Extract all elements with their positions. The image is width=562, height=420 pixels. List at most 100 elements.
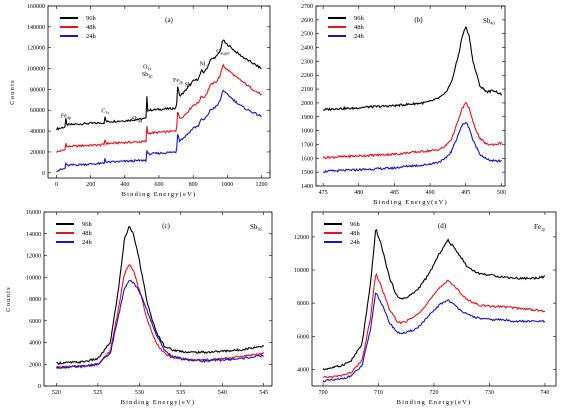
x-tick-label: 540 [218,390,227,396]
y-tick-label: 2200 [301,73,313,79]
legend-label-24h: 24h [354,33,365,40]
panel-label: (d) [438,222,447,230]
y-tick-label: 2500 [301,32,313,38]
y-tick-label: 100000 [27,67,45,73]
x-tick-label: 535 [176,390,185,396]
plot-frame [315,5,506,187]
y-tick-label: 12000 [26,254,41,260]
core-level-label: Fe2p [534,223,545,232]
y-tick-label: 1600 [301,156,313,162]
peak-annotation: Ni [200,61,206,67]
legend-label-24h: 24h [82,239,93,246]
x-tick-label: 0 [55,182,58,188]
plot-frame [311,211,557,387]
x-tick-label: 700 [319,390,328,396]
series-line-24h [56,89,262,173]
y-tick-label: 6000 [297,334,309,340]
series-line-96h [56,225,265,365]
y-tick-label: 1700 [301,142,313,148]
y-tick-label: 10000 [26,275,41,281]
y-axis-label: Counts [9,79,16,105]
y-tick-label: 20000 [30,150,45,156]
panel-d: 700 710 720 730 740 4000 6000 8000 10000 12000 Bin… [294,211,557,406]
legend-label-24h: 24h [86,33,97,40]
y-tick-label: 6000 [29,319,41,325]
y-tick-label: 2100 [301,87,313,93]
x-tick-label: 500 [497,190,506,196]
y-tick-label: 160000 [27,4,45,10]
y-tick-label: 4000 [29,341,41,347]
x-tick-label: 480 [354,190,363,196]
panel-b: 475 480 485 490 495 500 1400 1500 1600 1700 1800 19… [301,4,506,206]
x-tick-label: 200 [86,182,95,188]
y-tick-label: 2300 [301,59,313,65]
series-line-48h [322,272,546,379]
series-line-48h [322,101,502,160]
y-tick-label: 14000 [26,232,41,238]
plot-frame [47,5,271,179]
series-line-96h [56,39,262,131]
y-tick-label: 1900 [301,115,313,121]
panel-a: 0 200 400 600 800 1000 1200 0 20000 40000 60000 800… [9,4,271,198]
legend-label-48h: 48h [354,24,365,31]
x-tick-label: 490 [426,190,435,196]
y-tick-label: 2000 [29,362,41,368]
legend-label-96h: 96h [350,221,361,228]
peak-annotation: O1s [143,65,151,72]
series-line-24h [322,121,502,173]
x-tick-label: 545 [259,390,268,396]
panel-label: (b) [414,16,423,24]
legend-label-48h: 48h [82,230,93,237]
y-tick-label: 0 [38,384,41,390]
y-tick-label: 1400 [301,184,313,190]
y-tick-label: 1800 [301,129,313,135]
x-tick-label: 475 [319,190,328,196]
x-tick-label: 400 [120,182,129,188]
x-axis-label: Binding Energy(eV) [373,199,448,206]
x-tick-label: 720 [430,390,439,396]
x-tick-label: 800 [189,182,198,188]
x-tick-label: 1200 [255,182,267,188]
peak-annotation: Fe3p [61,114,71,121]
core-level-label: Sb3d [250,223,263,232]
x-tick-label: 530 [135,390,144,396]
y-tick-label: 12000 [294,235,309,241]
plot-frame [43,211,273,387]
peak-annotation: C1s [101,108,109,115]
peak-annotation: Fe2p [173,78,183,85]
y-tick-label: 40000 [30,129,45,135]
x-tick-label: 485 [390,190,399,196]
core-level-label: Sb4d [483,17,496,26]
legend-label-96h: 96h [82,221,93,228]
x-tick-label: 740 [540,390,549,396]
y-tick-label: 2400 [301,46,313,52]
series-line-48h [56,63,262,153]
peak-annotation: Oauger [216,49,230,56]
y-tick-label: 1500 [301,170,313,176]
legend-label-24h: 24h [350,239,361,246]
x-axis-label: Binding Energy(eV) [121,399,196,406]
y-tick-label: 4000 [297,367,309,373]
series-line-48h [56,264,265,370]
y-tick-label: 140000 [27,25,45,31]
legend-label-96h: 96h [354,15,365,22]
x-axis-label: Binding Energy(eV) [397,399,472,406]
legend-label-96h: 96h [86,15,97,22]
panel-label: (c) [162,222,170,230]
x-tick-label: 600 [155,182,164,188]
x-tick-label: 495 [461,190,470,196]
y-tick-label: 120000 [27,46,45,52]
x-tick-label: 710 [374,390,383,396]
x-tick-label: 1000 [221,182,233,188]
y-tick-label: 80000 [30,87,45,93]
y-tick-label: 2000 [301,101,313,107]
series-line-96h [322,228,546,371]
peak-annotation: Sb4d [132,117,143,124]
series-line-24h [322,292,546,383]
y-tick-label: 8000 [297,301,309,307]
series-line-24h [55,279,265,369]
y-tick-label: 2700 [301,4,313,10]
x-tick-label: 525 [93,390,102,396]
